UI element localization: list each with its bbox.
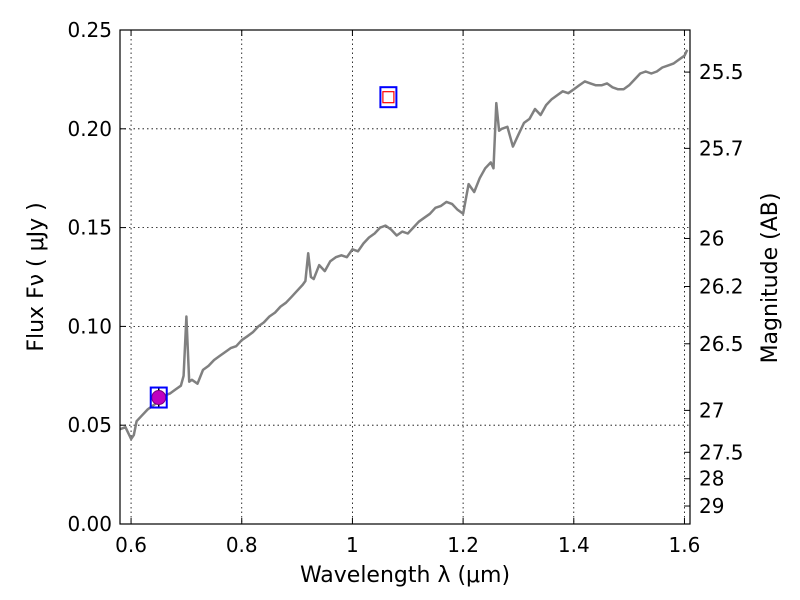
x-tick-label: 1.2 xyxy=(447,533,479,557)
x-tick-label: 1.4 xyxy=(558,533,590,557)
y-tick-label: 0.10 xyxy=(67,314,112,338)
y-tick-label: 0.05 xyxy=(67,413,112,437)
grid xyxy=(120,29,690,525)
y2-axis: 25.5 25.7 26 26.2 26.5 27 27.5 28 29 xyxy=(684,60,744,518)
y-tick-label: 0.25 xyxy=(67,18,112,42)
y2-tick-label: 28 xyxy=(699,467,724,491)
y2-tick-label: 27 xyxy=(699,398,724,422)
x-tick-label: 1.6 xyxy=(669,533,701,557)
small-square xyxy=(382,91,395,104)
y2-tick-label: 27.5 xyxy=(699,440,744,464)
y2-axis-label: Magnitude (AB) xyxy=(758,193,783,364)
y-tick-label: 0.00 xyxy=(67,512,112,536)
model-square xyxy=(149,386,168,409)
observed-point xyxy=(151,390,167,406)
y-axis-label: Flux Fν ( μJy ) xyxy=(24,202,49,351)
y2-tick-label: 26.5 xyxy=(699,332,744,356)
x-tick-label: 0.6 xyxy=(115,533,147,557)
y2-tick-label: 26.2 xyxy=(699,274,744,298)
y-tick-label: 0.20 xyxy=(67,117,112,141)
y2-tick-label: 25.5 xyxy=(699,60,744,84)
y2-tick-label: 25.7 xyxy=(699,136,744,160)
x-tick-label: 0.8 xyxy=(226,533,258,557)
x-tick-label: 1 xyxy=(346,533,359,557)
plot-frame xyxy=(119,29,691,525)
y2-tick-label: 29 xyxy=(699,494,724,518)
model-square xyxy=(379,86,398,109)
spectrum-line xyxy=(119,49,689,441)
x-axis-label: Wavelength λ (μm) xyxy=(300,563,510,588)
series-layer xyxy=(119,49,689,441)
y-tick-label: 0.15 xyxy=(67,216,112,240)
x-axis: 0.6 0.8 1 1.2 1.4 1.6 xyxy=(115,30,700,557)
y-axis: 0.00 0.05 0.10 0.15 0.20 0.25 xyxy=(67,18,126,536)
y2-tick-label: 26 xyxy=(699,226,724,250)
